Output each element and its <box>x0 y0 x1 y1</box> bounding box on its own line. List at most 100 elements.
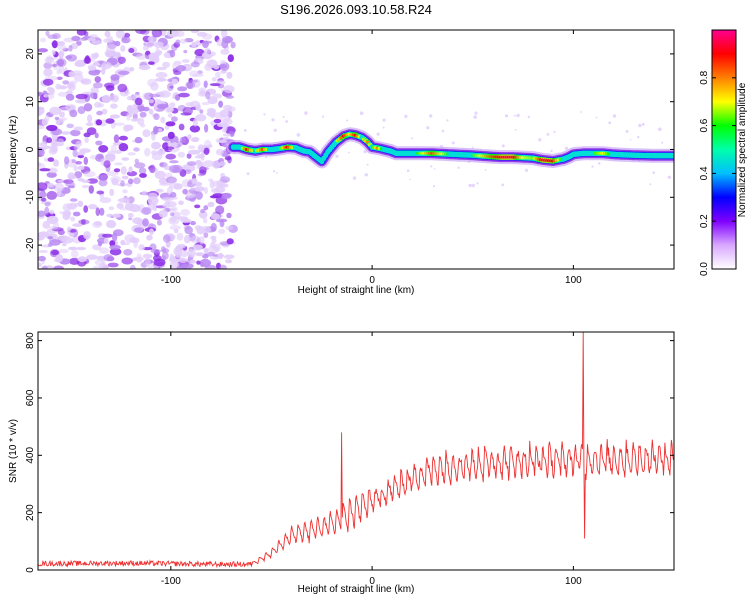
noise-blob <box>65 182 76 187</box>
noise-blob <box>162 234 171 243</box>
snr-background <box>38 332 674 570</box>
colorbar-tick-label: 0.0 <box>699 262 710 276</box>
noise-dot <box>382 118 386 122</box>
noise-blob <box>191 178 197 185</box>
noise-blob <box>107 150 116 156</box>
noise-blob <box>149 228 154 235</box>
noise-dot <box>546 133 550 136</box>
noise-blob <box>53 159 59 167</box>
noise-blob <box>121 157 130 161</box>
noise-blob <box>216 39 223 47</box>
noise-blob <box>46 215 59 225</box>
noise-blob <box>67 83 75 89</box>
noise-blob <box>42 265 48 269</box>
noise-blob <box>194 204 201 209</box>
noise-blob <box>114 149 123 154</box>
noise-blob <box>66 123 74 129</box>
noise-dot <box>638 123 642 128</box>
noise-blob <box>99 197 112 204</box>
noise-blob <box>64 156 70 165</box>
noise-blob <box>69 80 78 85</box>
noise-blob <box>189 259 196 264</box>
noise-blob <box>110 175 122 183</box>
noise-blob <box>185 81 196 89</box>
noise-blob <box>191 42 197 48</box>
noise-blob <box>209 256 220 260</box>
noise-blob <box>77 106 86 115</box>
noise-blob <box>179 136 186 144</box>
noise-blob <box>206 59 218 68</box>
noise-dot <box>263 113 266 116</box>
noise-blob <box>38 48 48 53</box>
noise-blob <box>203 147 210 155</box>
colorbar-label: Normalized spectral amplitude <box>737 82 748 217</box>
noise-blob <box>58 235 70 242</box>
noise-blob <box>154 50 161 57</box>
noise-blob <box>178 123 185 131</box>
noise-blob <box>218 100 224 108</box>
noise-blob <box>177 151 186 158</box>
noise-blob <box>103 38 114 44</box>
noise-dot <box>304 113 307 116</box>
noise-blob <box>84 136 89 144</box>
noise-blob <box>157 128 163 132</box>
noise-blob <box>199 236 205 245</box>
noise-blob <box>110 144 117 153</box>
noise-blob <box>215 218 228 223</box>
noise-blob <box>205 91 211 100</box>
noise-blob <box>142 45 149 51</box>
noise-blob <box>201 225 211 234</box>
noise-blob <box>225 259 232 264</box>
noise-blob <box>68 45 73 52</box>
noise-dot <box>641 123 645 126</box>
noise-blob <box>138 64 151 71</box>
noise-blob <box>38 182 48 191</box>
noise-blob <box>95 119 103 126</box>
noise-blob <box>103 237 109 244</box>
noise-dot <box>595 116 598 119</box>
noise-blob <box>112 51 121 58</box>
noise-blob <box>203 217 208 224</box>
noise-blob <box>178 200 184 206</box>
noise-blob <box>96 110 103 116</box>
noise-blob <box>57 187 62 197</box>
noise-blob <box>169 49 176 58</box>
noise-blob <box>120 180 125 187</box>
noise-blob <box>178 257 188 264</box>
noise-dot <box>514 128 517 131</box>
noise-blob <box>47 157 55 162</box>
noise-blob <box>189 79 199 83</box>
noise-blob <box>170 192 177 198</box>
noise-blob <box>185 102 194 107</box>
x-tick-label: 100 <box>565 275 582 286</box>
noise-blob <box>203 80 208 88</box>
noise-blob <box>142 129 151 138</box>
noise-blob <box>147 36 154 42</box>
noise-blob <box>72 223 83 227</box>
noise-blob <box>183 235 191 244</box>
noise-blob <box>132 217 143 225</box>
noise-blob <box>126 170 138 177</box>
noise-blob <box>186 153 192 159</box>
noise-blob <box>103 160 111 168</box>
noise-blob <box>65 93 75 101</box>
noise-blob <box>38 162 42 167</box>
noise-blob <box>221 194 232 200</box>
noise-blob <box>65 104 76 110</box>
noise-blob <box>81 184 90 189</box>
snr-frame <box>37 331 675 571</box>
y-tick-label: 20 <box>25 48 36 60</box>
noise-blob <box>195 252 205 257</box>
noise-blob <box>186 161 197 166</box>
noise-dot <box>451 141 455 145</box>
noise-blob <box>165 121 176 127</box>
noise-blob <box>69 232 75 238</box>
noise-dot <box>406 169 410 172</box>
noise-blob <box>51 249 59 256</box>
noise-blob <box>69 109 78 118</box>
noise-blob <box>133 227 143 233</box>
noise-blob <box>137 117 145 126</box>
noise-blob <box>217 252 224 260</box>
